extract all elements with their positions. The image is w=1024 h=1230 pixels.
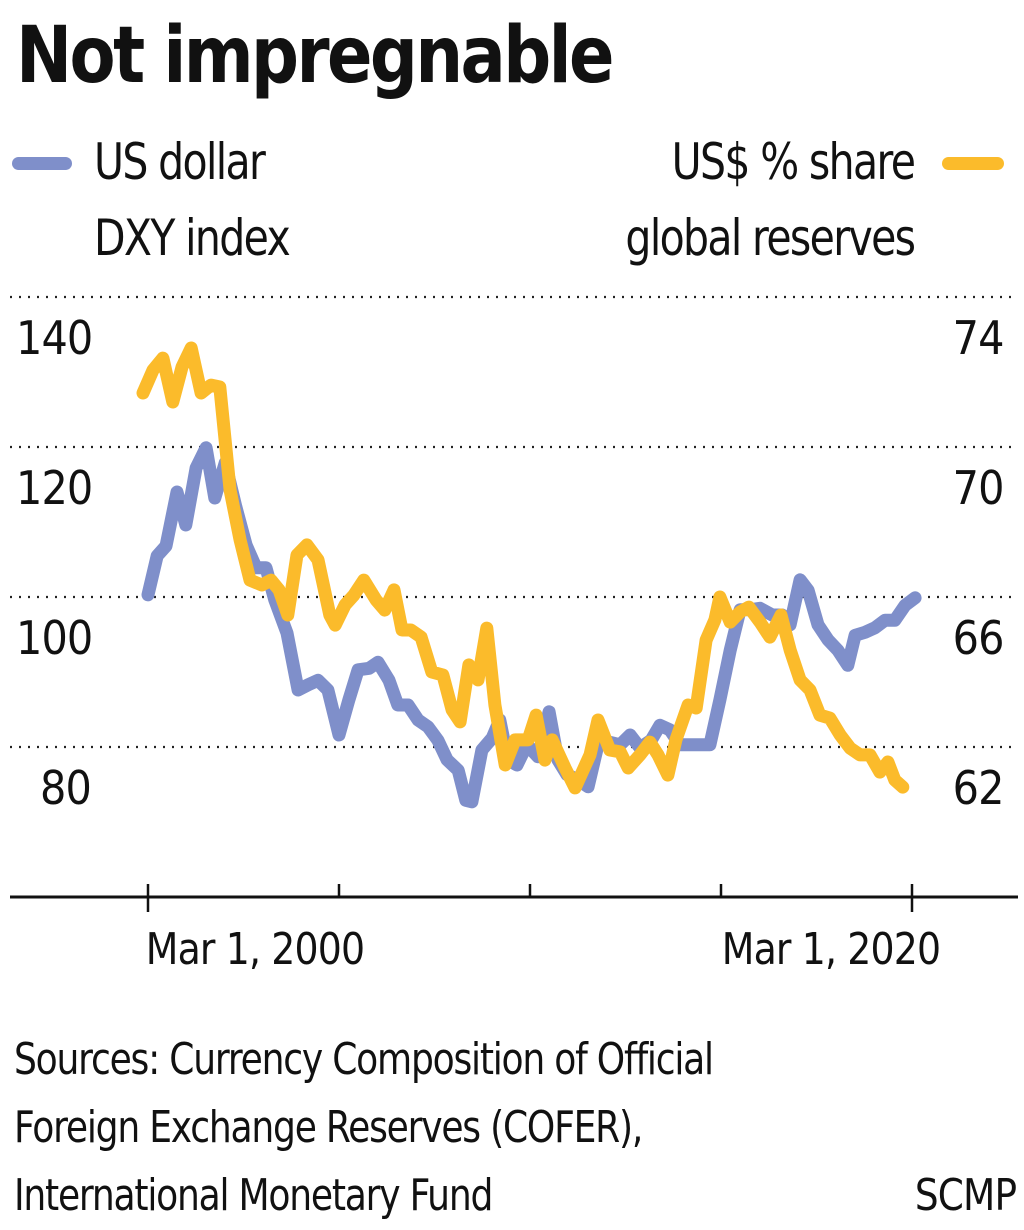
right-tick-label-62: 62 [953,761,1005,815]
chart-title: Not impregnable [16,11,615,101]
legend-label-dxy: US dollar DXY index [94,124,291,276]
legend-label-dxy-line1: US dollar [94,133,266,191]
right-tick-label-66: 66 [953,611,1005,665]
right-tick-label-70: 70 [953,461,1005,515]
series-layer [136,341,922,809]
source-line-2: Foreign Exchange Reserves (COFER), [14,1102,643,1153]
series-line-reserves [136,341,910,795]
source-line-1: Sources: Currency Composition of Officia… [14,1034,714,1085]
legend-label-reserves-line1: US$ % share [671,133,915,191]
legend-label-reserves: US$ % share global reserves [625,124,916,276]
legend-label-reserves-line2: global reserves [625,209,916,267]
source-note: Sources: Currency Composition of Officia… [14,1026,714,1230]
legend-swatch-dxy [12,157,72,170]
publisher-credit: SCMP [914,1170,1017,1221]
left-tick-label-80: 80 [40,761,92,815]
series-line-dxy [141,441,922,809]
left-tick-label-120: 120 [16,461,93,515]
x-axis [10,884,1018,912]
left-tick-label-140: 140 [16,311,93,365]
source-line-3: International Monetary Fund [14,1170,493,1221]
x-tick-label-2000: Mar 1, 2000 [145,924,365,975]
x-tick-label-2020: Mar 1, 2020 [721,924,941,975]
legend-swatch-reserves [942,157,1004,170]
left-tick-label-100: 100 [16,611,93,665]
legend-label-dxy-line2: DXY index [94,209,291,267]
right-tick-label-74: 74 [953,311,1005,365]
